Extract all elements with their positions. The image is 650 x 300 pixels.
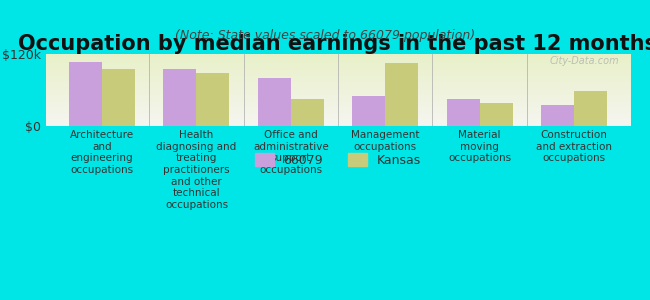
Bar <box>46 105 630 106</box>
Bar <box>46 80 630 81</box>
Bar <box>46 122 630 123</box>
Bar <box>69 62 102 126</box>
Bar <box>385 63 418 126</box>
Bar <box>46 91 630 92</box>
Bar <box>46 115 630 116</box>
Bar <box>46 116 630 117</box>
Bar <box>46 76 630 77</box>
Bar <box>46 77 630 78</box>
Bar <box>46 83 630 84</box>
Bar <box>46 73 630 74</box>
Text: City-Data.com: City-Data.com <box>549 56 619 66</box>
Bar <box>258 78 291 126</box>
Legend: 66079, Kansas: 66079, Kansas <box>250 148 426 172</box>
Bar <box>46 93 630 94</box>
Bar <box>46 69 630 70</box>
Bar <box>480 103 513 126</box>
Bar <box>46 57 630 58</box>
Bar <box>46 88 630 89</box>
Bar <box>46 55 630 56</box>
Bar <box>46 96 630 97</box>
Bar <box>46 85 630 86</box>
Bar <box>196 73 229 126</box>
Bar <box>46 70 630 71</box>
Bar <box>102 69 135 126</box>
Bar <box>46 54 630 55</box>
Bar <box>46 62 630 63</box>
Bar <box>541 105 574 126</box>
Bar <box>46 102 630 103</box>
Bar <box>46 117 630 118</box>
Bar <box>46 84 630 85</box>
Bar <box>46 113 630 114</box>
Bar <box>46 104 630 105</box>
Bar <box>46 87 630 88</box>
Bar <box>46 90 630 91</box>
Bar <box>46 56 630 57</box>
Bar <box>46 81 630 82</box>
Bar <box>46 106 630 107</box>
Bar <box>46 79 630 80</box>
Bar <box>46 92 630 93</box>
Bar <box>46 74 630 75</box>
Bar <box>46 82 630 83</box>
Bar <box>46 109 630 110</box>
Bar <box>46 120 630 121</box>
Bar <box>46 64 630 65</box>
Bar <box>46 68 630 69</box>
Bar <box>46 71 630 72</box>
Bar <box>46 125 630 126</box>
Bar <box>46 66 630 67</box>
Bar <box>46 124 630 125</box>
Bar <box>46 89 630 90</box>
Bar <box>46 75 630 76</box>
Bar <box>46 58 630 59</box>
Bar <box>46 101 630 102</box>
Bar <box>46 63 630 64</box>
Bar <box>46 95 630 96</box>
Bar <box>46 65 630 66</box>
Bar <box>46 103 630 104</box>
Bar <box>46 94 630 95</box>
Bar <box>46 119 630 120</box>
Bar <box>46 78 630 79</box>
Bar <box>352 96 385 126</box>
Bar <box>291 99 324 126</box>
Bar <box>447 99 480 126</box>
Bar <box>46 112 630 113</box>
Bar <box>46 60 630 61</box>
Bar <box>46 108 630 109</box>
Bar <box>46 61 630 62</box>
Bar <box>46 97 630 98</box>
Bar <box>46 100 630 101</box>
Text: (Note: State values scaled to 66079 population): (Note: State values scaled to 66079 popu… <box>175 29 475 43</box>
Bar <box>46 118 630 119</box>
Bar <box>46 98 630 99</box>
Bar <box>574 91 607 126</box>
Bar <box>46 59 630 60</box>
Title: Occupation by median earnings in the past 12 months: Occupation by median earnings in the pas… <box>18 34 650 54</box>
Bar <box>163 69 196 126</box>
Bar <box>46 72 630 73</box>
Bar <box>46 107 630 108</box>
Bar <box>46 121 630 122</box>
Bar <box>46 86 630 87</box>
Bar <box>46 110 630 111</box>
Bar <box>46 111 630 112</box>
Bar <box>46 99 630 100</box>
Bar <box>46 114 630 115</box>
Bar <box>46 123 630 124</box>
Bar <box>46 67 630 68</box>
